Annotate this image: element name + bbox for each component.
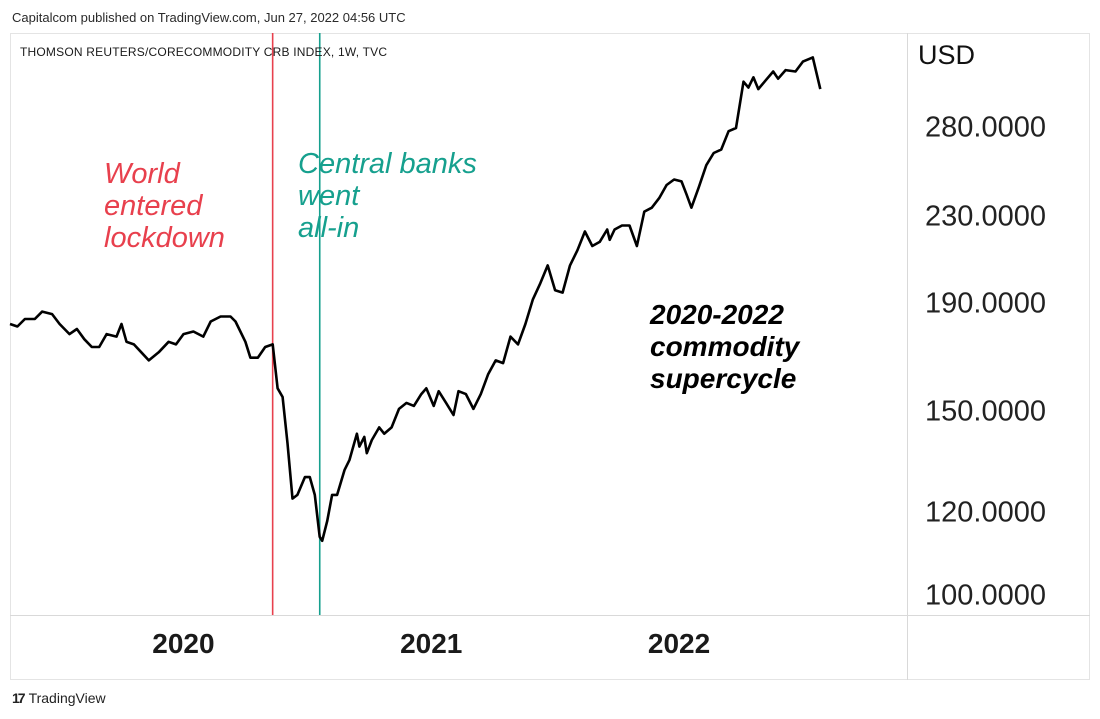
time-axis-divider xyxy=(10,615,1090,616)
supercycle-annotation: 2020-2022 commodity supercycle xyxy=(650,299,800,394)
tradingview-footer[interactable]: 17 TradingView xyxy=(12,690,106,706)
tradingview-brand: TradingView xyxy=(28,690,106,706)
y-tick-label: 230.0000 xyxy=(925,200,1046,233)
y-tick-label: 120.0000 xyxy=(925,496,1046,529)
y-tick-label: 100.0000 xyxy=(925,579,1046,612)
y-tick-label: 150.0000 xyxy=(925,395,1046,428)
y-tick-label: 280.0000 xyxy=(925,111,1046,144)
x-tick-label: 2022 xyxy=(647,628,711,659)
x-tick-label: 2020 xyxy=(152,628,215,659)
central-banks-annotation: Central banks went all-in xyxy=(298,148,477,244)
y-tick-label: 190.0000 xyxy=(925,287,1046,320)
price-axis-divider xyxy=(907,33,908,680)
chart-frame xyxy=(10,33,1090,680)
tradingview-logo-icon: 17 xyxy=(12,690,26,706)
lockdown-annotation: World entered lockdown xyxy=(104,158,225,254)
currency-label: USD xyxy=(918,40,976,70)
chart-title: THOMSON REUTERS/CORECOMMODITY CRB INDEX,… xyxy=(20,45,388,59)
price-series-line[interactable] xyxy=(9,56,822,543)
publisher-line: Capitalcom published on TradingView.com,… xyxy=(12,10,406,25)
x-tick-label: 2021 xyxy=(400,628,463,659)
